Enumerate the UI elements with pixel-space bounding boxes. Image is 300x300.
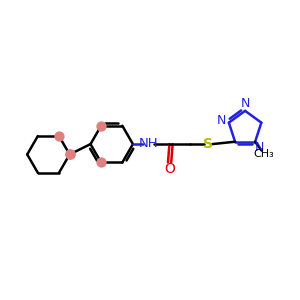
Text: NH: NH [138, 137, 158, 150]
Text: N: N [240, 97, 250, 110]
Point [67, 152, 72, 157]
Text: N: N [217, 114, 226, 127]
Text: S: S [203, 137, 213, 151]
Text: O: O [164, 162, 175, 176]
Point [99, 123, 103, 128]
Text: CH₃: CH₃ [254, 149, 274, 159]
Point [57, 134, 62, 139]
Text: N: N [255, 141, 264, 154]
Point [99, 160, 103, 165]
